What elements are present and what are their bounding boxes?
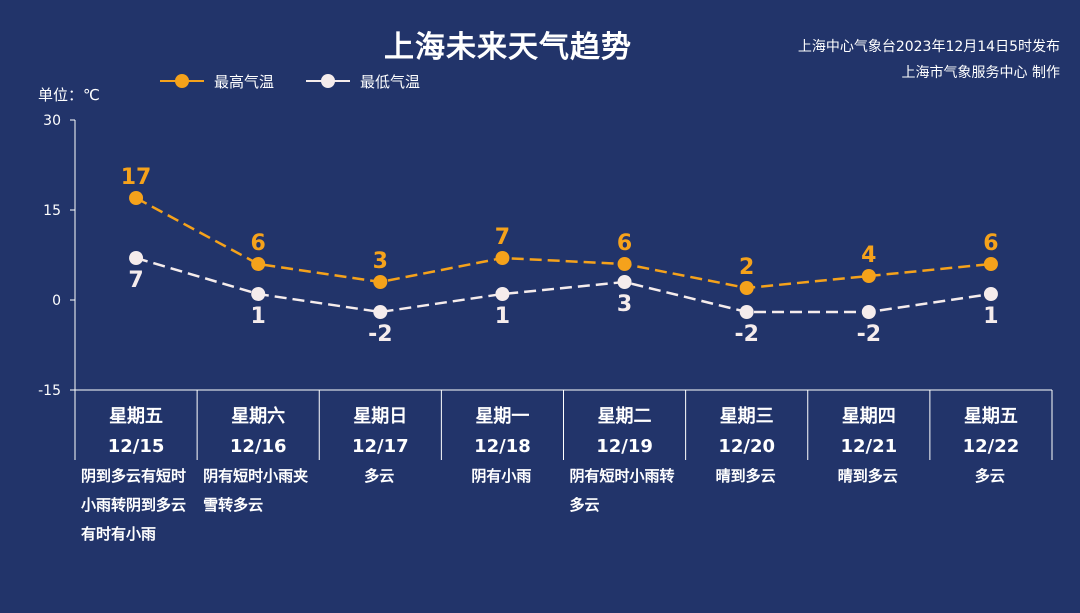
data-label-low-3: 1: [495, 304, 510, 329]
point-low-7: [983, 287, 998, 301]
point-high-4: [617, 257, 632, 271]
publisher-info: 上海中心气象台2023年12月14日5时发布 上海市气象服务中心 制作: [798, 34, 1060, 86]
data-label-high-0: 17: [121, 165, 152, 190]
data-label-low-6: -2: [857, 322, 881, 347]
weather-desc-3: 阴有小雨: [471, 467, 532, 485]
day-label-2: 星期日: [353, 406, 407, 427]
date-label-6: 12/21: [840, 436, 897, 457]
date-label-7: 12/22: [963, 436, 1020, 457]
legend-swatch-high: [160, 74, 204, 88]
date-label-4: 12/19: [596, 436, 653, 457]
point-high-6: [861, 269, 876, 283]
point-low-6: [861, 305, 876, 319]
weather-desc-4: 阴有短时小雨转多云: [569, 467, 675, 514]
legend-swatch-low: [306, 74, 351, 88]
y-tick-label-2: 15: [43, 203, 61, 219]
point-low-5: [739, 305, 754, 319]
weather-desc-2: 多云: [364, 467, 395, 485]
date-label-0: 12/15: [108, 436, 165, 457]
data-label-low-1: 1: [251, 304, 266, 329]
publisher-line-2: 上海市气象服务中心 制作: [901, 65, 1060, 81]
day-label-0: 星期五: [109, 406, 163, 427]
data-label-high-1: 6: [251, 231, 266, 256]
data-label-low-2: -2: [368, 322, 392, 347]
weather-desc-5: 晴到多云: [715, 467, 776, 485]
data-label-high-3: 7: [495, 225, 510, 250]
day-label-1: 星期六: [231, 405, 285, 427]
series-line-low: [135, 256, 992, 314]
y-tick-label-3: 30: [43, 113, 61, 129]
point-low-0: [129, 251, 144, 265]
y-tick-label-1: 0: [52, 293, 61, 309]
point-high-0: [129, 191, 144, 205]
point-high-7: [983, 257, 998, 271]
data-label-low-7: 1: [983, 304, 998, 329]
unit-label: 单位：℃: [38, 86, 100, 104]
point-high-3: [495, 251, 510, 265]
legend-item-high: 最高气温: [160, 71, 274, 92]
legend: 最高气温 最低气温: [160, 70, 452, 92]
legend-label-low: 最低气温: [360, 72, 421, 91]
date-label-2: 12/17: [352, 436, 409, 457]
point-high-2: [373, 275, 388, 289]
legend-item-low: 最低气温: [306, 71, 420, 92]
point-high-5: [739, 281, 754, 295]
day-label-7: 星期五: [964, 406, 1018, 427]
date-label-3: 12/18: [474, 436, 531, 457]
data-label-high-4: 6: [617, 231, 632, 256]
chart-title: 上海未来天气趋势: [384, 30, 632, 65]
date-label-1: 12/16: [230, 436, 287, 457]
weather-desc-0: 阴到多云有短时小雨转阴到多云有时有小雨: [81, 467, 187, 543]
point-low-1: [251, 287, 266, 301]
publisher-line-1: 上海中心气象台2023年12月14日5时发布: [797, 39, 1060, 55]
point-low-2: [373, 305, 388, 319]
day-label-5: 星期三: [720, 406, 774, 427]
day-label-3: 星期一: [475, 406, 529, 427]
weather-desc-7: 多云: [974, 467, 1005, 485]
weather-desc-1: 阴有短时小雨夹雪转多云: [203, 467, 309, 514]
data-label-high-7: 6: [983, 231, 998, 256]
data-label-high-6: 4: [861, 243, 876, 268]
data-label-low-5: -2: [734, 322, 758, 347]
weather-desc-6: 晴到多云: [837, 467, 898, 485]
point-high-1: [251, 257, 266, 271]
point-low-4: [617, 275, 632, 289]
point-low-3: [495, 287, 510, 301]
legend-label-high: 最高气温: [214, 72, 275, 91]
y-tick-label-0: -15: [38, 383, 61, 399]
data-label-low-4: 3: [617, 292, 632, 317]
day-label-6: 星期四: [842, 406, 896, 427]
data-label-low-0: 7: [128, 268, 143, 293]
date-label-5: 12/20: [718, 436, 775, 457]
data-label-high-5: 2: [739, 255, 754, 280]
data-label-high-2: 3: [373, 249, 388, 274]
day-label-4: 星期二: [598, 406, 652, 427]
